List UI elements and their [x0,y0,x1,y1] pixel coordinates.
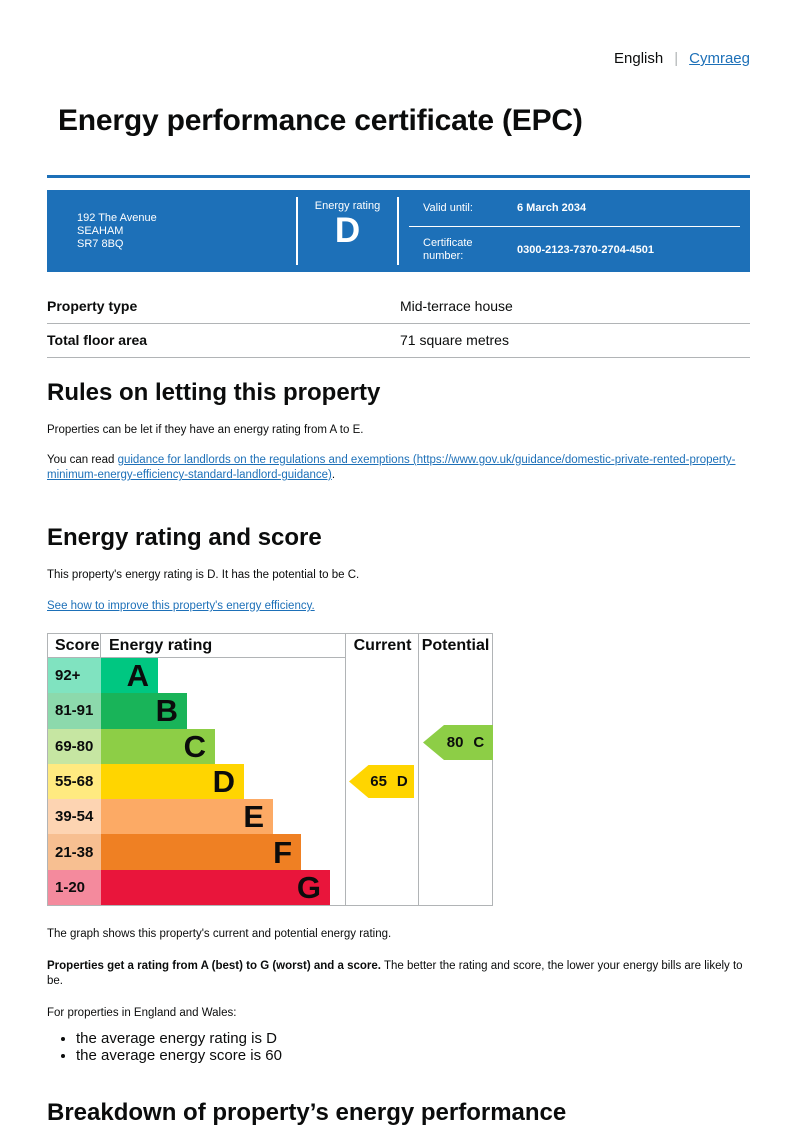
improve-efficiency-link[interactable]: See how to improve this property's energ… [47,600,315,612]
band-row-b: 81-91 B [48,693,492,729]
band-bar-c: C [101,728,215,764]
address-line-2: SEAHAM [77,224,124,237]
page-content: English | Cymraeg Energy performance cer… [47,0,750,1127]
rules-paragraph-2-prefix: You can read [47,454,118,466]
property-summary-table: Property type Mid-terrace house Total floo… [47,290,750,358]
property-summary-value: Mid-terrace house [400,298,513,314]
chart-current-column-divider [345,634,346,905]
improve-link-paragraph: See how to improve this property's energ… [47,599,750,614]
property-summary-row: Property type Mid-terrace house [47,290,750,324]
language-current-english: English [614,50,664,67]
band-row-a: 92+ A [48,658,492,694]
chart-score-column-divider [100,634,101,657]
property-address: 192 The Avenue SEAHAM SR7 8BQ [47,190,296,272]
valid-until-value: 6 March 2034 [517,202,587,214]
banner-divider-1 [296,197,298,265]
rating-section-heading: Energy rating and score [47,524,322,551]
potential-band: C [473,734,485,751]
energy-rating-value: D [334,211,361,250]
language-switcher: English | Cymraeg [47,0,750,67]
title-divider [47,175,750,178]
address-line-3: SR7 8BQ [77,237,124,250]
energy-rating-label: Energy rating [314,200,381,212]
chart-header-current: Current [353,636,412,654]
current-band: D [396,773,408,790]
certificate-details: Valid until: 6 March 2034 Certificate nu… [399,190,750,272]
band-row-e: 39-54 E [48,799,492,835]
band-score-range: 21-38 [48,834,101,870]
band-row-d: 55-68 D [48,763,492,800]
graph-note: The graph shows this property's current … [47,928,392,940]
band-row-g: 1-20 G [48,869,492,905]
band-bar-a: A [101,658,158,694]
banner-horizontal-divider [409,226,740,227]
energy-rating-box: Energy rating D [298,190,397,272]
band-bar-d: D [101,763,244,800]
chart-potential-column-divider [418,634,419,905]
rules-paragraph-1: Properties can be let if they have an en… [47,424,364,436]
rules-paragraph-2: You can read guidance for landlords on t… [47,453,737,483]
rules-section-heading: Rules on letting this property [47,379,381,406]
chart-header-row: Score Energy rating Current Potential [48,634,492,657]
band-bar-b: B [101,693,187,729]
band-score-range: 69-80 [48,728,101,764]
band-score-range: 1-20 [48,869,101,905]
certificate-number-value: 0300-2123-7370-2704-4501 [517,243,655,256]
ratings-explanation-lead: Properties get a rating from A (best) to… [47,960,381,972]
ratings-explanation-rest: The better the rating and score, the low… [47,960,743,987]
average-ratings-list: the average energy rating is Dthe averag… [76,1031,750,1064]
landlord-guidance-link[interactable]: guidance for landlords on the regulation… [47,454,736,481]
valid-until-label: Valid until: [423,201,473,214]
band-score-range: 92+ [48,658,101,694]
chart-header-underline [48,657,345,658]
page-title: Energy performance certificate (EPC) [58,104,583,137]
property-summary-value: 71 square metres [400,332,509,348]
banner-divider-2 [397,197,399,265]
breakdown-section-heading: Breakdown of property’s energy performan… [47,1099,567,1126]
property-summary-label: Property type [47,298,138,314]
potential-score: 80 [446,734,464,751]
property-summary-label: Total floor area [47,332,148,348]
chart-band-rows: 92+ A 81-91 B 69-80 C 55-68 D 39-54 E 21-38 F 1-20 G [48,658,492,905]
property-summary-row: Total floor area 71 square metres [47,324,750,358]
ratings-explanation: Properties get a rating from A (best) to… [47,959,750,989]
band-bar-g: G [101,869,330,905]
band-row-f: 21-38 F [48,834,492,870]
language-separator: | [674,50,679,67]
epc-summary-banner: 192 The Avenue SEAHAM SR7 8BQ Energy rat… [47,190,750,272]
chart-header-score: Score [55,636,100,654]
band-score-range: 55-68 [48,763,101,800]
certificate-number-label: Certificate number: [423,236,473,262]
band-row-c: 69-80 C [48,728,492,764]
chart-header-potential: Potential [421,636,490,654]
band-score-range: 81-91 [48,693,101,729]
current-score: 65 [370,773,387,790]
language-link-cymraeg[interactable]: Cymraeg [689,50,750,67]
chart-header-energy-rating: Energy rating [109,636,213,654]
band-bar-e: E [101,799,273,835]
band-bar-f: F [101,834,301,870]
average-list-item: the average energy score is 60 [76,1048,750,1064]
energy-rating-chart: Score Energy rating Current Potential 92… [47,633,493,906]
address-line-1: 192 The Avenue [77,211,157,224]
average-list-item: the average energy rating is D [76,1031,750,1047]
band-score-range: 39-54 [48,799,101,835]
rating-intro-text: This property's energy rating is D. It h… [47,569,360,581]
england-wales-intro: For properties in England and Wales: [47,1007,237,1019]
rules-paragraph-2-suffix: . [331,469,336,481]
